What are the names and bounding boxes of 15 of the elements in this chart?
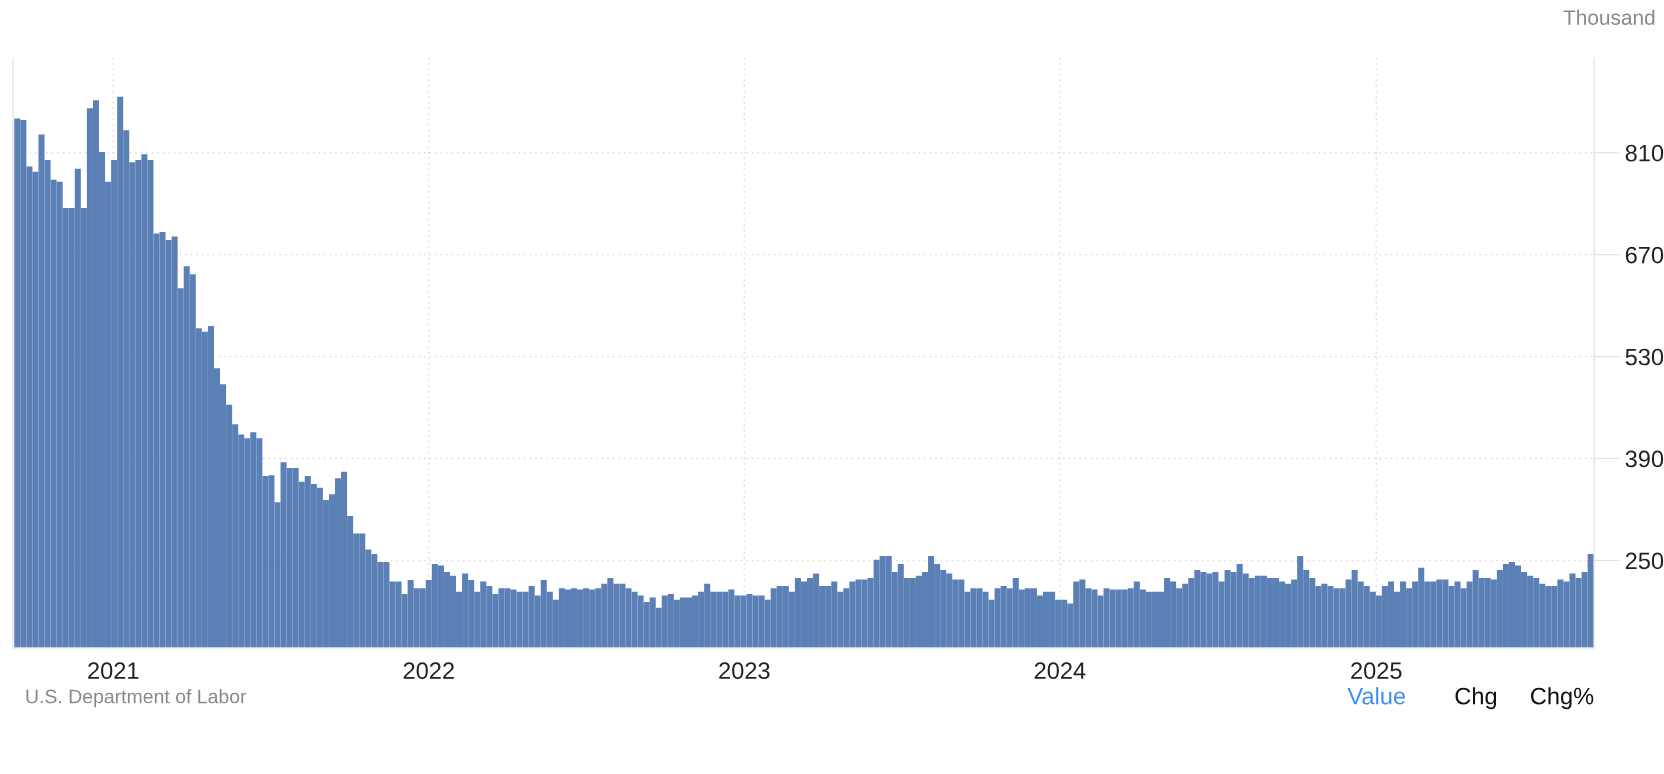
text: Chg% <box>1531 687 1594 710</box>
x-tick-label: 2023 <box>719 662 770 680</box>
y-tick-label: 670 <box>1625 246 1664 264</box>
x-tick-label: 2024 <box>1034 662 1086 680</box>
y-tick-label: 390 <box>1625 450 1664 468</box>
y-tick-label: 530 <box>1625 348 1664 366</box>
y-tick-label: 250 <box>1625 552 1664 570</box>
text: Chg <box>1455 687 1497 710</box>
x-tick-label: 2021 <box>88 662 139 680</box>
y-tick-label: 810 <box>1625 144 1664 162</box>
x-tick-label: 2025 <box>1351 662 1402 680</box>
text: Value <box>1347 687 1406 705</box>
x-tick-label: 2022 <box>403 662 454 680</box>
y-axis-title: Thousand <box>1563 9 1655 25</box>
text: U.S. Department of Labor <box>26 689 247 708</box>
